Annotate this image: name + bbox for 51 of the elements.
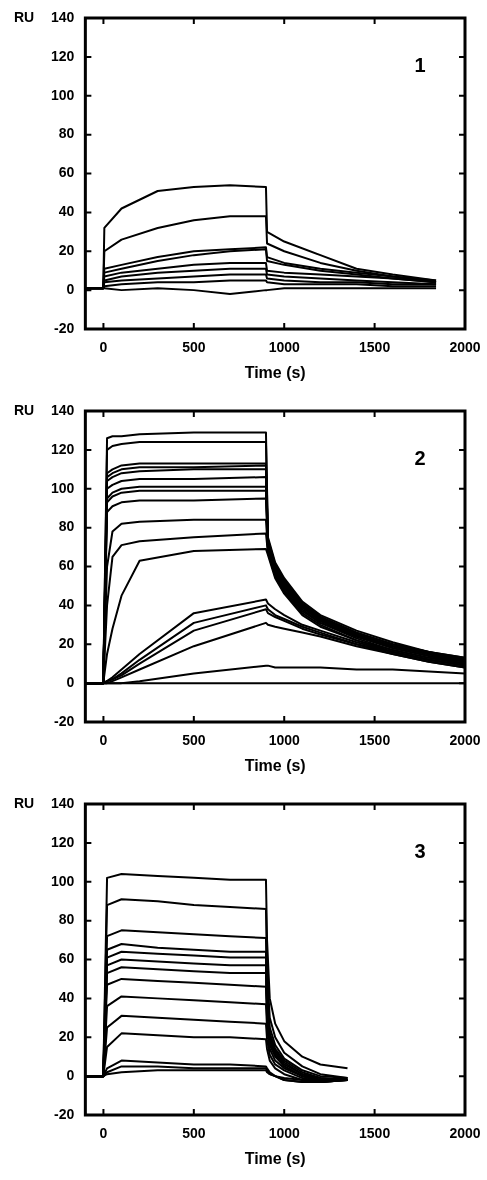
y-axis-title: RU [14,794,35,811]
y-tick-label: 0 [66,673,75,690]
y-tick-label: 140 [51,401,75,418]
y-tick-label: 140 [51,794,75,811]
x-tick-label: 1000 [268,339,300,356]
x-axis-title: Time (s) [244,363,306,381]
y-tick-label: 100 [51,86,75,103]
y-tick-label: 20 [58,635,75,652]
x-tick-label: 2000 [449,732,481,749]
y-tick-label: 40 [58,203,75,220]
y-tick-label: 120 [51,440,75,457]
x-tick-label: 0 [99,339,108,356]
y-tick-label: 100 [51,479,75,496]
annotation: 2 [414,446,426,469]
x-tick-label: 1500 [359,1125,391,1142]
y-tick-label: 60 [58,950,75,967]
y-tick-label: -20 [54,712,75,729]
x-tick-label: 1500 [359,339,391,356]
x-tick-label: 2000 [449,1125,481,1142]
y-tick-label: 20 [58,1028,75,1045]
y-tick-label: 20 [58,242,75,259]
x-tick-label: 1000 [268,1125,300,1142]
x-tick-label: 500 [182,1125,206,1142]
y-tick-label: 0 [66,280,75,297]
y-tick-label: 0 [66,1066,75,1083]
x-axis-title: Time (s) [244,756,306,774]
y-tick-label: 40 [58,989,75,1006]
x-tick-label: 500 [182,732,206,749]
x-tick-label: 0 [99,732,108,749]
annotation: 3 [414,839,426,862]
x-tick-label: 1000 [268,732,300,749]
y-axis-title: RU [14,8,35,25]
y-axis-title: RU [14,401,35,418]
y-tick-label: -20 [54,1105,75,1122]
x-tick-label: 500 [182,339,206,356]
y-tick-label: 100 [51,872,75,889]
y-tick-label: 60 [58,557,75,574]
x-tick-label: 0 [99,1125,108,1142]
y-tick-label: 60 [58,164,75,181]
x-tick-label: 2000 [449,339,481,356]
y-tick-label: 140 [51,8,75,25]
x-tick-label: 1500 [359,732,391,749]
y-tick-label: 120 [51,833,75,850]
annotation: 1 [414,53,426,76]
y-tick-label: 40 [58,596,75,613]
y-tick-label: 80 [58,518,75,535]
y-tick-label: 120 [51,47,75,64]
x-axis-title: Time (s) [244,1149,306,1167]
y-tick-label: -20 [54,319,75,336]
y-tick-label: 80 [58,911,75,928]
y-tick-label: 80 [58,125,75,142]
